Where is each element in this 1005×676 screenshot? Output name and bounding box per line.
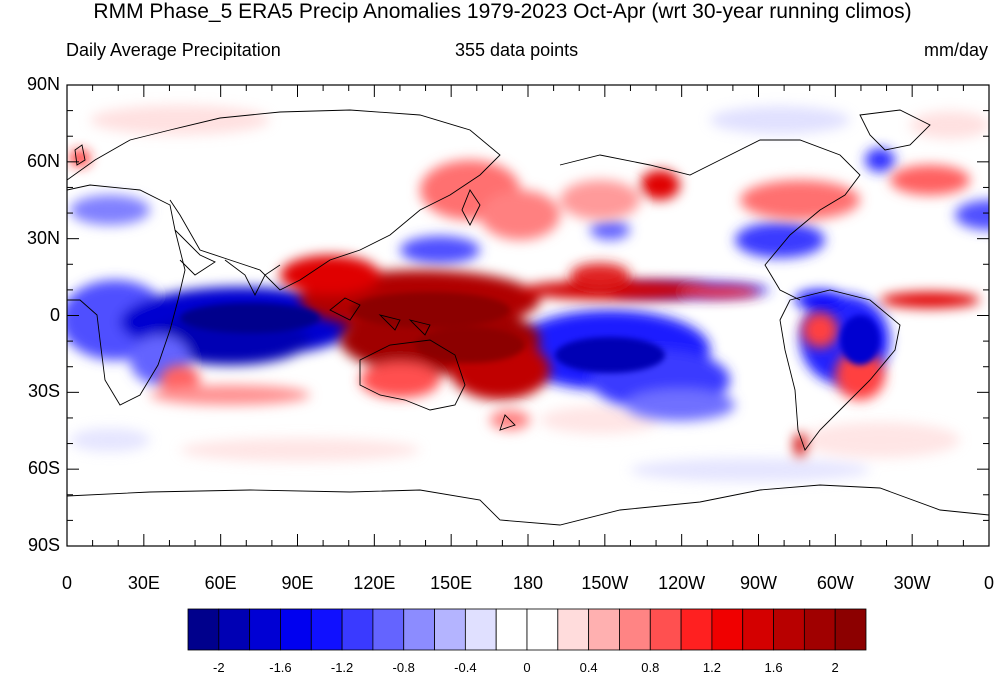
colorbar-label: -2	[213, 660, 225, 675]
y-tick-label: 30S	[27, 381, 60, 402]
colorbar-label: 1.6	[764, 660, 783, 675]
colorbar-label: -0.8	[392, 660, 415, 675]
colorbar-box	[249, 608, 281, 651]
colorbar-box	[187, 608, 220, 651]
x-tick-label: 60E	[204, 573, 237, 593]
colorbar-box	[619, 608, 651, 651]
x-tick-label: 30W	[893, 573, 931, 593]
colorbar-box	[372, 608, 405, 651]
colorbar-box	[742, 608, 774, 651]
x-tick-label: 180	[512, 573, 544, 593]
x-tick-label: 0	[61, 573, 73, 593]
y-tick-label: 60S	[27, 458, 60, 479]
colorbar-label: 1.2	[702, 660, 721, 675]
x-tick-label: 0	[983, 573, 995, 593]
colorbar-label: 0.4	[579, 660, 598, 675]
colorbar-box	[711, 608, 744, 651]
colorbar-box	[310, 608, 343, 651]
colorbar-label: 0.8	[641, 660, 660, 675]
y-tick-label: 90S	[27, 535, 60, 555]
colorbar-box	[649, 608, 682, 651]
left-subtitle: Daily Average Precipitation	[66, 40, 281, 60]
colorbar-box	[773, 608, 805, 651]
colorbar-box	[341, 608, 374, 651]
colorbar-box	[588, 608, 620, 651]
colorbar-label: 0	[523, 660, 531, 675]
x-tick-label: 60W	[816, 573, 854, 593]
colorbar-box	[557, 608, 590, 651]
anomaly-field	[67, 105, 989, 482]
colorbar-box	[218, 608, 251, 651]
x-tick-label: 150W	[581, 573, 629, 593]
x-tick-label: 30E	[127, 573, 160, 593]
colorbar-box	[834, 608, 867, 651]
y-tick-label: 60N	[26, 150, 60, 171]
y-tick-label: 90N	[26, 74, 60, 94]
colorbar-box	[680, 608, 713, 651]
colorbar-box	[434, 608, 466, 651]
x-tick-label: 90E	[281, 573, 314, 593]
colorbar-box	[464, 608, 497, 651]
colorbar-box	[803, 608, 836, 651]
center-subtitle: 355 data points	[455, 40, 579, 60]
x-tick-label: 150E	[430, 573, 473, 593]
colorbar-label: -0.4	[454, 660, 477, 675]
y-tick-label: 30N	[26, 227, 60, 248]
y-tick-label: 0	[49, 304, 60, 325]
colorbar-label: 2	[831, 660, 839, 675]
coastlines	[67, 109, 989, 526]
colorbar-box	[403, 608, 435, 651]
units-label: mm/day	[923, 40, 988, 60]
colorbar-box	[526, 608, 559, 651]
x-tick-label: 90W	[739, 573, 778, 593]
colorbar-box	[280, 608, 312, 651]
colorbar-label: -1.2	[330, 660, 354, 675]
chart-title: RMM Phase_5 ERA5 Precip Anomalies 1979-2…	[93, 0, 912, 23]
x-tick-label: 120E	[353, 573, 396, 593]
colorbar	[187, 608, 867, 651]
colorbar-label: -1.6	[269, 660, 292, 675]
axis-ticks	[66, 84, 990, 547]
x-tick-label: 120W	[658, 573, 706, 593]
colorbar-box	[495, 608, 528, 651]
